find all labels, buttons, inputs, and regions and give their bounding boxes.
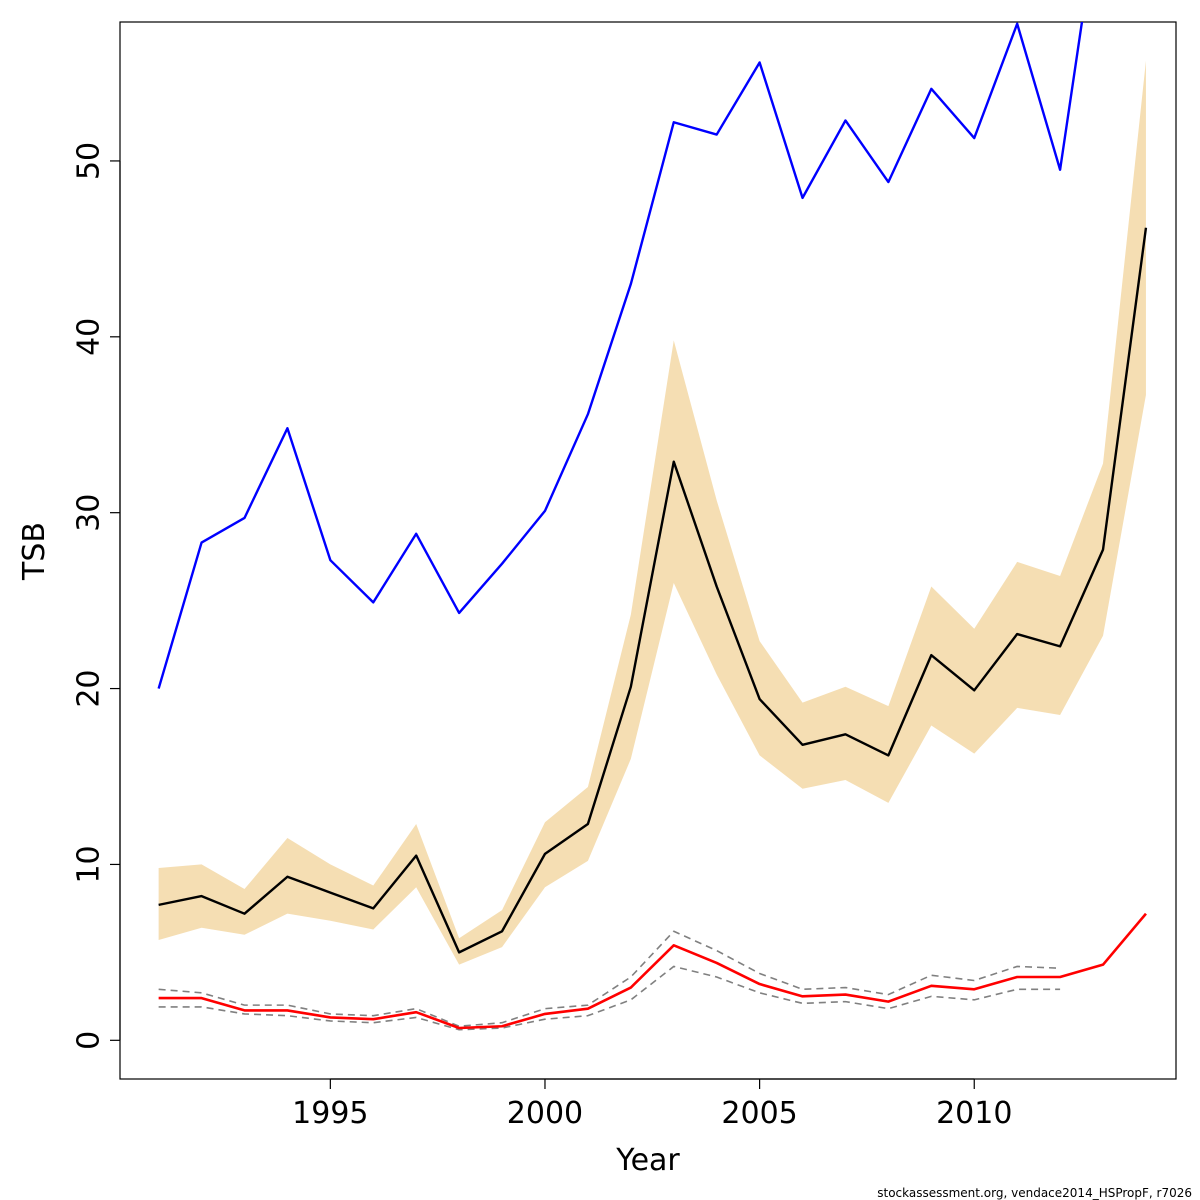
x-axis-title: Year	[615, 1143, 680, 1178]
x-tick-label: 2000	[507, 1096, 583, 1131]
dashed-lower-line	[158, 965, 1061, 1031]
dashed-upper-line	[158, 930, 1061, 1028]
axes-layer: 1995 2000 2005 2010 0 10 20 30 40 50	[72, 142, 1013, 1131]
x-tick-label: 2005	[721, 1096, 797, 1131]
y-tick-label: 0	[72, 1031, 107, 1050]
y-tick-label: 10	[72, 845, 107, 883]
y-axis-title: TSB	[17, 522, 52, 581]
y-tick-label: 30	[72, 494, 107, 532]
x-tick-label: 1995	[292, 1096, 368, 1131]
footer-credit: stockassessment.org, vendace2014_HSPropF…	[877, 1186, 1192, 1200]
y-tick-label: 50	[72, 142, 107, 180]
x-tick-label: 2010	[936, 1096, 1012, 1131]
blue-series-line	[157, 22, 1084, 689]
y-tick-label: 20	[72, 669, 107, 707]
series-lines-layer	[157, 22, 1148, 1031]
y-tick-label: 40	[72, 318, 107, 356]
confidence-band-layer	[158, 60, 1146, 965]
confidence-band	[158, 60, 1146, 965]
red-series-line	[158, 912, 1147, 1030]
black-series-line	[158, 227, 1148, 954]
